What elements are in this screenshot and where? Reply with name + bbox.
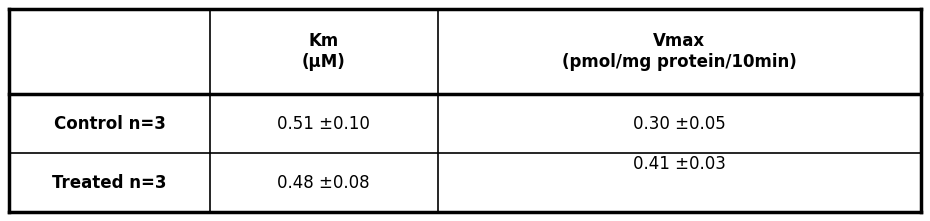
Text: 0.30 ±0.05: 0.30 ±0.05	[632, 115, 725, 133]
Text: 0.48 ±0.08: 0.48 ±0.08	[277, 174, 370, 192]
Text: Vmax
(pmol/mg protein/10min): Vmax (pmol/mg protein/10min)	[562, 32, 797, 71]
Text: Km
(μM): Km (μM)	[302, 32, 346, 71]
Text: Control n=3: Control n=3	[54, 115, 166, 133]
Text: 0.41 ±0.03: 0.41 ±0.03	[632, 155, 725, 173]
Text: 0.51 ±0.10: 0.51 ±0.10	[277, 115, 370, 133]
Text: Treated n=3: Treated n=3	[52, 174, 166, 192]
